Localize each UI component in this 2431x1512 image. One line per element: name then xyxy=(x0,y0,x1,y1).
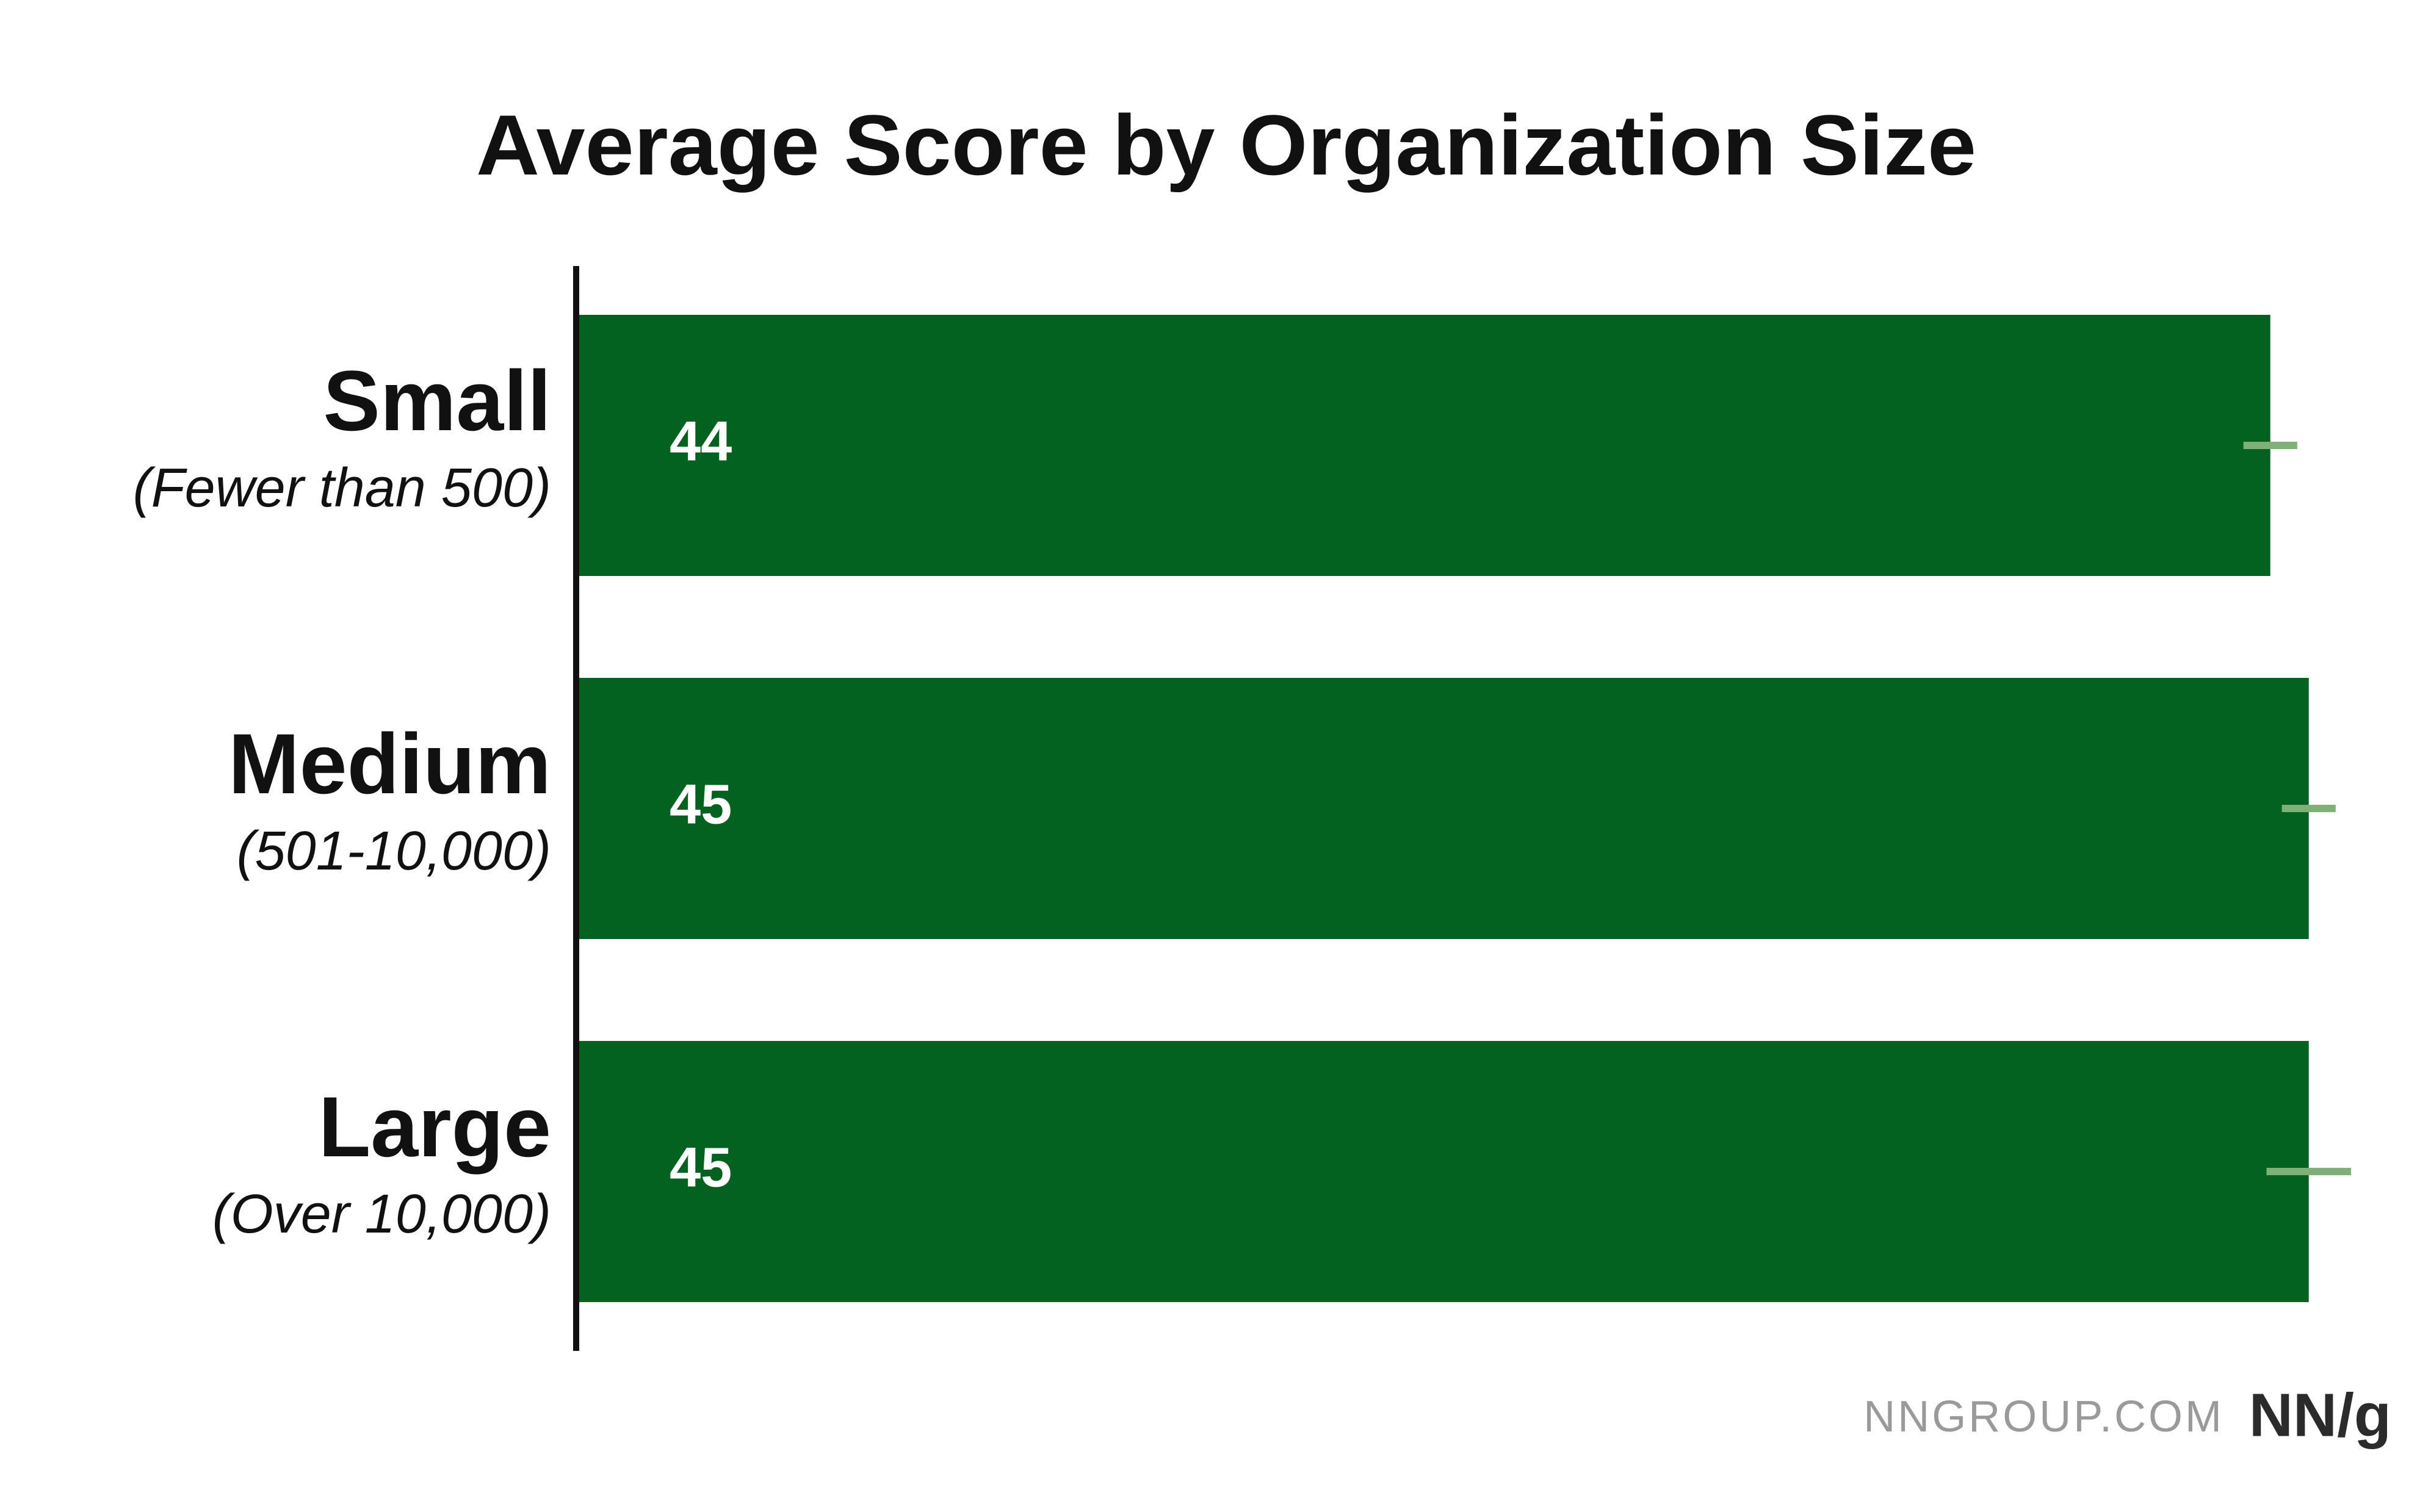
value-label: 44 xyxy=(670,410,732,472)
category-note: (501-10,000) xyxy=(237,821,551,882)
value-label: 45 xyxy=(670,773,732,835)
bar xyxy=(579,315,2270,576)
bar xyxy=(579,678,2309,939)
category-note: (Over 10,000) xyxy=(212,1184,551,1245)
bar xyxy=(579,1041,2309,1302)
category-label: Medium xyxy=(228,716,551,812)
source: NNGROUP.COM xyxy=(1863,1392,2224,1441)
category-label: Large xyxy=(319,1079,551,1175)
category-label: Small xyxy=(323,353,551,448)
category-note: (Fewer than 500) xyxy=(133,458,551,519)
chart-title: Average Score by Organization Size xyxy=(476,97,1976,193)
logo: NN/g xyxy=(2249,1381,2391,1449)
value-label: 45 xyxy=(670,1136,732,1198)
